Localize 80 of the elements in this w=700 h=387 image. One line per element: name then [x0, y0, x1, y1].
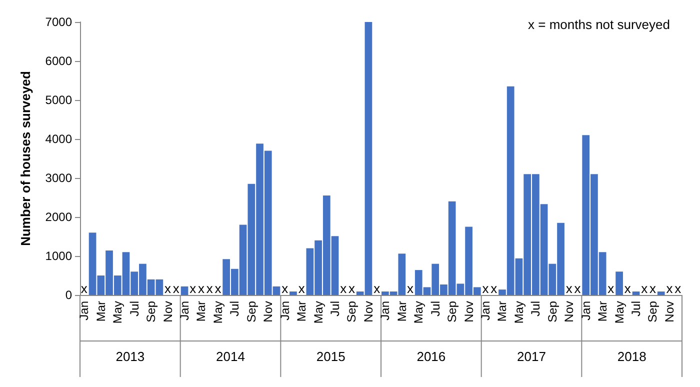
y-tick-label: 3000: [45, 171, 72, 185]
x-tick-label: Jan: [77, 301, 92, 320]
x-tick-label: Jan: [178, 301, 192, 320]
text: x: [641, 281, 648, 296]
x-tick-label: Jan: [578, 301, 593, 320]
x-tick-label: Sep: [344, 300, 359, 322]
x-tick-label: Mar: [294, 301, 309, 322]
x-tick-label: Jan: [478, 301, 493, 320]
x-tick-label: May: [110, 301, 125, 324]
x-tick-label: Mar: [194, 301, 208, 322]
y-tick-label: 5000: [45, 93, 72, 107]
x-tick-label: Nov: [261, 301, 276, 322]
text: 2014: [216, 349, 245, 364]
bar: [616, 272, 623, 295]
text: 2013: [116, 349, 145, 364]
text: x: [348, 281, 355, 296]
text: x: [282, 281, 288, 296]
x-tick-label: Jul: [228, 301, 242, 316]
text: x: [666, 281, 673, 296]
x-tick-label: Sep: [144, 300, 158, 322]
x-tick-label: Jul: [629, 301, 644, 316]
text: x: [206, 281, 213, 296]
text: x: [490, 281, 498, 296]
text: x: [574, 281, 581, 296]
x-tick-label: Mar: [495, 301, 510, 322]
x-tick-label: Mar: [596, 301, 610, 322]
y-tick-label: 0: [65, 288, 72, 302]
y-axis-title: Number of houses surveyed: [18, 71, 33, 246]
x-tick-label: Sep: [445, 300, 460, 322]
text: x: [340, 281, 347, 296]
annotation: x = months not surveyed: [528, 17, 670, 32]
text: x: [164, 281, 172, 296]
x-tick-label: Nov: [361, 301, 376, 322]
text: x: [80, 281, 88, 296]
bar: [632, 291, 640, 295]
x-tick-label: Jul: [528, 301, 543, 316]
text: x: [624, 281, 631, 296]
x-tick-label: May: [311, 301, 326, 324]
text: x: [214, 281, 222, 296]
x-tick-label: Jan: [278, 301, 292, 320]
text: x: [374, 281, 380, 296]
y-tick-label: 6000: [45, 54, 72, 68]
x-tick-label: Sep: [545, 300, 560, 322]
x-tick-label: May: [210, 301, 225, 324]
bar: [657, 291, 665, 295]
x-tick-label: Nov: [462, 301, 476, 322]
text: x: [407, 281, 414, 296]
x-tick-label: May: [512, 301, 526, 324]
text: x: [608, 281, 614, 296]
x-tick-label: Nov: [160, 301, 175, 322]
text: x: [298, 281, 305, 296]
x-tick-label: Sep: [244, 300, 258, 322]
y-tick-label: 7000: [45, 15, 72, 29]
y-tick-label: 1000: [45, 249, 72, 263]
text: 2018: [617, 349, 646, 364]
text: x: [198, 281, 204, 296]
y-tick-label: 2000: [45, 210, 72, 224]
x-tick-label: Jul: [328, 301, 342, 316]
x-tick-label: May: [412, 301, 426, 324]
x-tick-label: Jul: [428, 301, 442, 316]
text: x: [566, 281, 572, 296]
x-tick-label: Jul: [127, 301, 142, 316]
x-tick-label: Mar: [394, 301, 409, 322]
x-tick-label: Nov: [562, 301, 576, 322]
x-tick-label: Mar: [94, 301, 108, 322]
x-tick-label: Nov: [662, 301, 676, 322]
x-tick-label: Sep: [646, 300, 660, 322]
text: x: [172, 281, 180, 296]
x-tick-label: May: [612, 301, 626, 324]
text: x: [674, 281, 682, 296]
text: x: [482, 281, 489, 296]
text: 2017: [517, 349, 546, 364]
bar: [290, 291, 297, 295]
y-tick-label: 4000: [45, 132, 72, 146]
bar: [180, 286, 188, 295]
text: x: [649, 281, 656, 296]
text: 2016: [416, 349, 446, 364]
text: x: [190, 281, 196, 296]
x-tick-label: Jan: [378, 301, 392, 320]
text: 2015: [316, 349, 346, 364]
